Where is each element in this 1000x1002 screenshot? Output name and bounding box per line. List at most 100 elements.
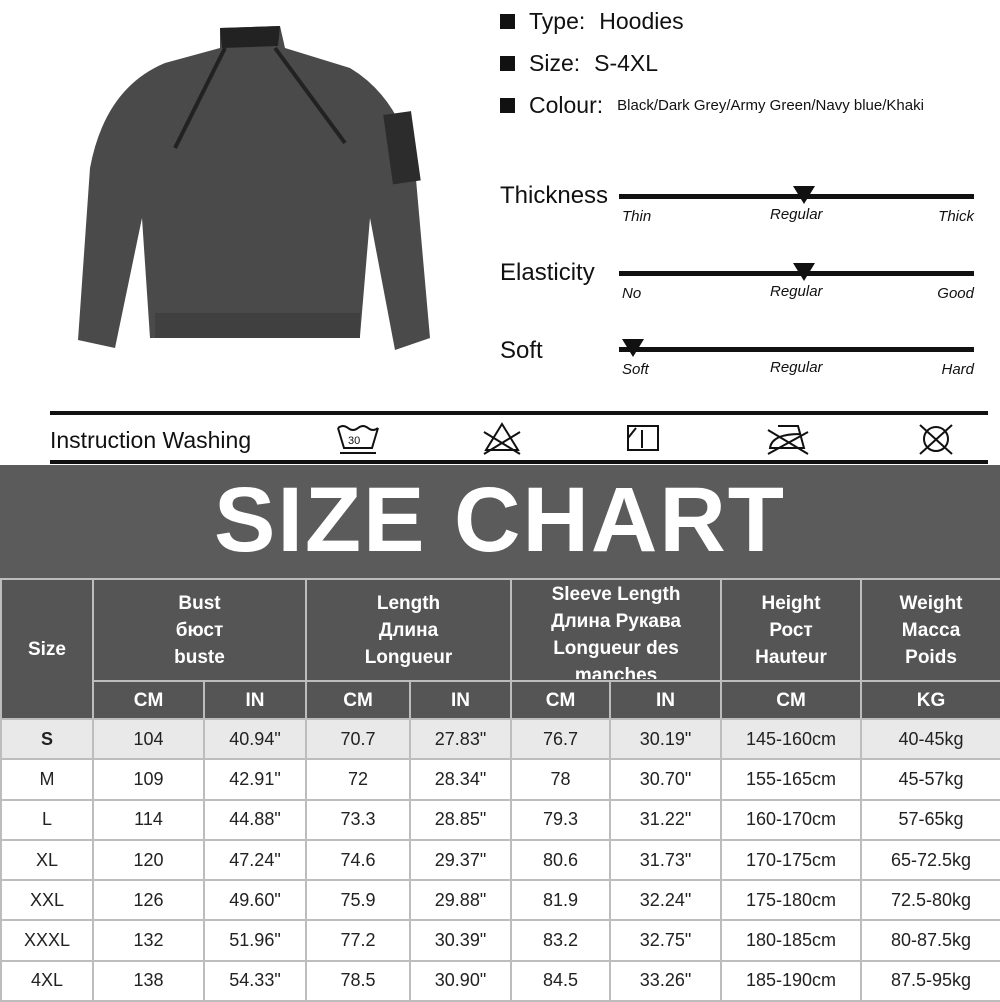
- value-cell: 33.26": [609, 959, 723, 1002]
- level-marker-icon: [792, 263, 815, 281]
- value-cell: 80-87.5kg: [860, 919, 1000, 962]
- value-cell: 138: [92, 959, 205, 1002]
- scale-right-label: Good: [937, 285, 974, 302]
- value-cell: 31.73": [609, 838, 723, 882]
- table-row: L 114 44.88" 73.3 28.85" 79.3 31.22" 160-170cm 5…: [0, 798, 1000, 841]
- spec-row: Type: Hoodies: [500, 8, 684, 35]
- attribute-name: Elasticity: [500, 259, 595, 286]
- size-cell: XXXL: [0, 919, 94, 962]
- value-cell: 40-45kg: [860, 717, 1000, 761]
- unit-header: CM: [510, 680, 612, 720]
- value-cell: 72: [305, 758, 411, 801]
- value-cell: 78: [510, 758, 612, 801]
- divider: [50, 411, 988, 415]
- size-cell: M: [0, 758, 94, 801]
- value-cell: 42.91": [203, 758, 307, 801]
- scale-mid-label: Regular: [770, 206, 823, 223]
- value-cell: 87.5-95kg: [860, 959, 1000, 1002]
- unit-header: CM: [92, 680, 205, 720]
- spec-row: Size: S-4XL: [500, 50, 658, 77]
- value-cell: 32.24": [609, 879, 723, 922]
- value-cell: 75.9: [305, 879, 411, 922]
- attribute-name: Thickness: [500, 182, 609, 209]
- size-chart-title: SIZE CHART: [214, 469, 786, 571]
- value-cell: 28.34": [408, 758, 513, 801]
- value-cell: 31.22": [609, 798, 723, 841]
- size-cell: XXL: [0, 879, 94, 922]
- value-cell: 77.2: [305, 919, 411, 962]
- table-row: M 109 42.91" 72 28.34" 78 30.70" 155-165cm 45-57…: [0, 758, 1000, 801]
- value-cell: 72.5-80kg: [860, 879, 1000, 922]
- value-cell: 76.7: [510, 717, 612, 761]
- unit-header: IN: [203, 680, 307, 720]
- value-cell: 81.9: [510, 879, 612, 922]
- header-size: Size: [0, 578, 94, 720]
- spec-label: Type:: [529, 8, 586, 34]
- value-cell: 160-170cm: [720, 798, 863, 841]
- value-cell: 155-165cm: [720, 758, 863, 801]
- table-row: S 104 40.94" 70.7 27.83" 76.7 30.19" 145-160cm 4…: [0, 717, 1000, 761]
- value-cell: 65-72.5kg: [860, 838, 1000, 882]
- size-cell: S: [0, 717, 94, 761]
- level-marker-icon: [792, 186, 815, 204]
- value-cell: 49.60": [203, 879, 307, 922]
- scale-left-label: Thin: [622, 208, 652, 225]
- scale-left-label: No: [622, 285, 642, 302]
- unit-header: IN: [408, 680, 513, 720]
- spec-value: S-4XL: [594, 50, 659, 76]
- size-cell: 4XL: [0, 959, 94, 1002]
- value-cell: 78.5: [305, 959, 411, 1002]
- svg-text:30: 30: [348, 435, 360, 447]
- value-cell: 44.88": [203, 798, 307, 841]
- bullet-icon: [500, 14, 515, 29]
- table-row: 4XL 138 54.33" 78.5 30.90" 84.5 33.26" 185-190c…: [0, 959, 1000, 1002]
- washing-label: Instruction Washing: [50, 427, 252, 453]
- value-cell: 54.33": [203, 959, 307, 1002]
- table-row: XL 120 47.24" 74.6 29.37" 80.6 31.73" 170-175cm…: [0, 838, 1000, 882]
- value-cell: 51.96": [203, 919, 307, 962]
- spec-value: Hoodies: [599, 8, 684, 34]
- value-cell: 57-65kg: [860, 798, 1000, 841]
- value-cell: 170-175cm: [720, 838, 863, 882]
- value-cell: 74.6: [305, 838, 411, 882]
- value-cell: 126: [92, 879, 205, 922]
- size-cell: XL: [0, 838, 94, 882]
- value-cell: 28.85": [408, 798, 513, 841]
- unit-header: KG: [860, 680, 1000, 720]
- value-cell: 30.70": [609, 758, 723, 801]
- level-marker-icon: [622, 339, 645, 357]
- spec-label: Colour:: [529, 92, 604, 118]
- value-cell: 83.2: [510, 919, 612, 962]
- value-cell: 45-57kg: [860, 758, 1000, 801]
- scale-mid-label: Regular: [770, 283, 823, 300]
- attribute-scale: [619, 347, 974, 352]
- value-cell: 70.7: [305, 717, 411, 761]
- spec-row: Colour: Black/Dark Grey/Army Green/Navy b…: [500, 92, 924, 119]
- header-sleeve: Sleeve Length Длина Рукава Longueur des man…: [510, 578, 723, 682]
- value-cell: 84.5: [510, 959, 612, 1002]
- value-cell: 109: [92, 758, 205, 801]
- value-cell: 29.37": [408, 838, 513, 882]
- bullet-icon: [500, 56, 515, 71]
- attribute-name: Soft: [500, 337, 543, 364]
- product-image-sweater: [78, 26, 430, 350]
- value-cell: 79.3: [510, 798, 612, 841]
- table-row: XXXL 132 51.96" 77.2 30.39" 83.2 32.75" 180-185…: [0, 919, 1000, 962]
- header-length: Length Длина Longueur: [304, 578, 513, 682]
- value-cell: 114: [92, 798, 205, 841]
- value-cell: 73.3: [305, 798, 411, 841]
- value-cell: 27.83": [408, 717, 513, 761]
- size-chart-table: Size Bust бюст buste Length Длина Longueur S…: [0, 578, 1000, 1002]
- bullet-icon: [500, 98, 515, 113]
- spec-label: Size:: [529, 50, 581, 76]
- divider: [50, 460, 988, 464]
- washing-icons: 30: [337, 422, 953, 455]
- value-cell: 132: [92, 919, 205, 962]
- no-bleach-icon: [483, 422, 521, 455]
- no-tumble-dry-icon: [919, 424, 953, 455]
- value-cell: 80.6: [510, 838, 612, 882]
- scale-right-label: Hard: [941, 361, 974, 378]
- value-cell: 104: [92, 717, 205, 761]
- line-dry-icon: [627, 425, 659, 451]
- scale-right-label: Thick: [938, 208, 974, 225]
